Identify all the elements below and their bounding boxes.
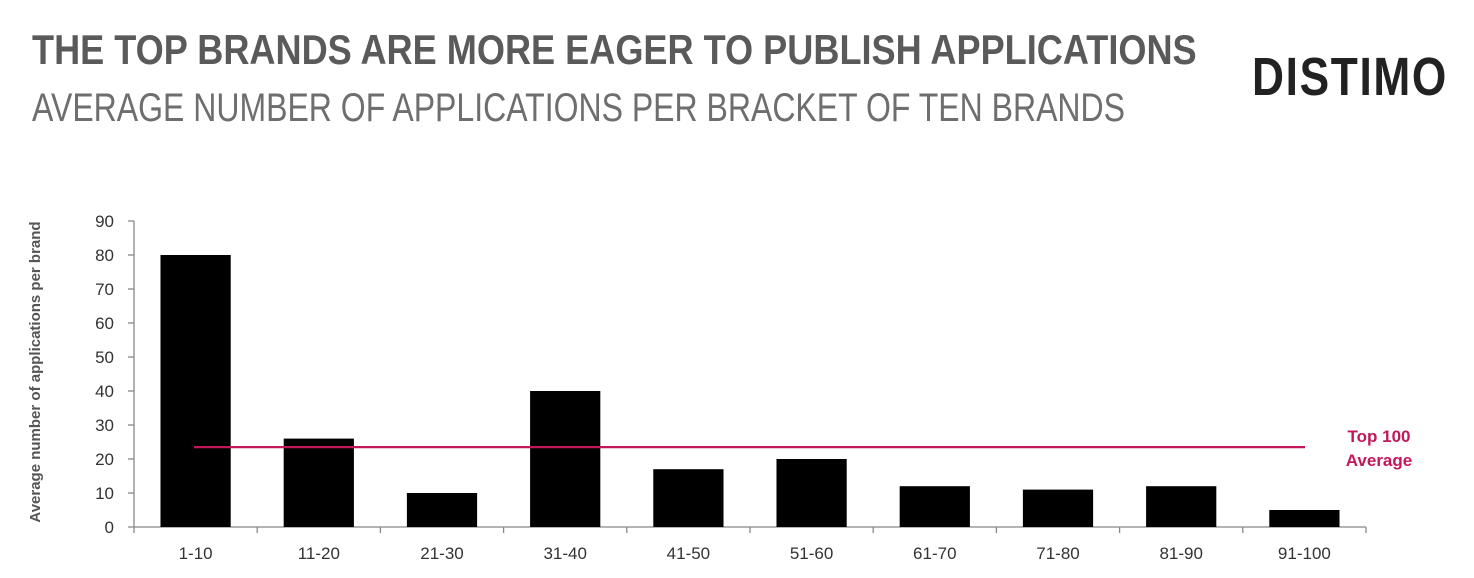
y-axis: 0 10 20 30 40 50 60 70 80 90	[95, 212, 135, 537]
x-axis: 1-10 11-20 21-30 31-40 41-50 51-60 61-70 71-80 8…	[133, 526, 1367, 563]
bar-61-70	[899, 486, 970, 527]
y-tick-label: 60	[95, 314, 114, 333]
x-tick-label: 21-30	[420, 544, 463, 563]
x-tick-label: 71-80	[1036, 544, 1079, 563]
bar-91-100	[1269, 510, 1340, 527]
bar-11-20	[283, 438, 354, 527]
bar-31-40	[530, 391, 601, 527]
top100-average-label: Top 100	[1348, 427, 1411, 446]
top100-average-label: Average	[1346, 451, 1412, 470]
y-tick-label: 70	[95, 280, 114, 299]
bar-1-10	[160, 255, 231, 527]
y-tick-label: 50	[95, 348, 114, 367]
distimo-logo: DISTIMO	[1252, 47, 1448, 107]
chart-subtitle: AVERAGE NUMBER OF APPLICATIONS PER BRACK…	[32, 86, 1125, 130]
y-tick-label: 10	[95, 484, 114, 503]
x-tick-label: 31-40	[543, 544, 586, 563]
chart-title: THE TOP BRANDS ARE MORE EAGER TO PUBLISH…	[32, 26, 1197, 73]
x-tick-label: 61-70	[913, 544, 956, 563]
y-tick-label: 80	[95, 246, 114, 265]
bar-51-60	[776, 459, 847, 527]
y-tick-label: 20	[95, 450, 114, 469]
x-tick-label: 41-50	[667, 544, 710, 563]
y-tick-label: 40	[95, 382, 114, 401]
bar-41-50	[653, 469, 724, 527]
bar-81-90	[1146, 486, 1217, 527]
y-tick-label: 0	[105, 518, 114, 537]
x-tick-label: 91-100	[1278, 544, 1331, 563]
x-tick-label: 81-90	[1159, 544, 1202, 563]
bar-21-30	[406, 493, 478, 527]
y-axis-label: Average number of applications per brand	[27, 221, 44, 522]
y-tick-label: 30	[95, 416, 114, 435]
x-tick-label: 51-60	[790, 544, 833, 563]
reference-line-group: Top 100 Average	[194, 427, 1412, 470]
x-tick-label: 11-20	[298, 544, 340, 563]
bar-71-80	[1022, 489, 1094, 527]
y-tick-label: 90	[95, 212, 114, 231]
bars	[160, 255, 1340, 527]
x-tick-label: 1-10	[179, 544, 213, 563]
